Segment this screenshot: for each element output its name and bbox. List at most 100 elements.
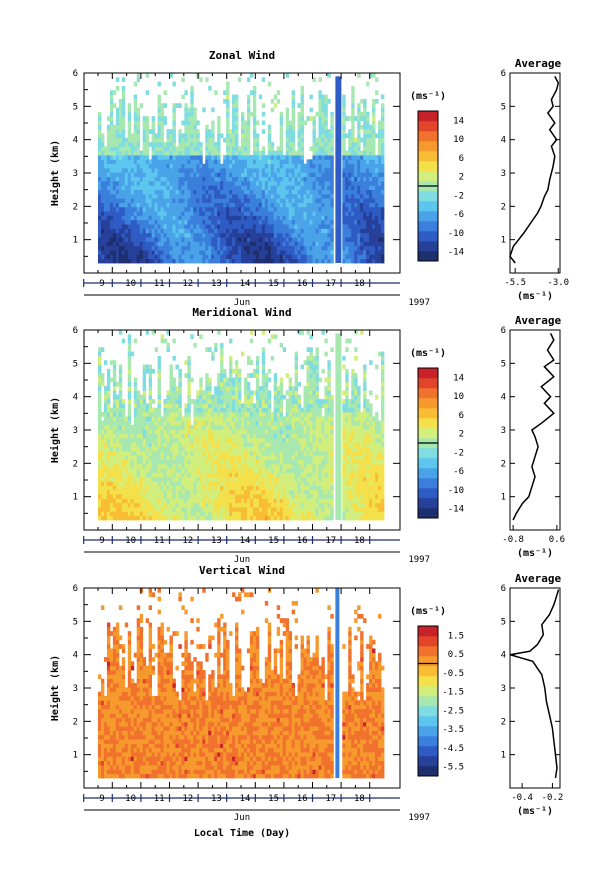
heatmap-cell: [261, 206, 266, 212]
heatmap-cell: [318, 137, 322, 143]
heatmap-cell: [345, 189, 349, 195]
heatmap-cell: [366, 129, 370, 134]
heatmap-cell: [241, 206, 245, 212]
heatmap-cell: [276, 189, 281, 195]
heatmap-cell: [267, 232, 272, 238]
heatmap-cell: [175, 224, 179, 229]
heatmap-cell: [267, 219, 272, 225]
heatmap-cell: [264, 215, 269, 221]
heatmap-cell: [187, 232, 191, 238]
heatmap-cell: [109, 189, 114, 195]
heatmap-cell: [202, 511, 206, 517]
heatmap-cell: [357, 245, 361, 251]
heatmap-cell: [202, 515, 206, 521]
heatmap-cell: [115, 412, 120, 417]
heatmap-cell: [136, 390, 141, 396]
heatmap-cell: [136, 168, 141, 173]
heatmap-cell: [255, 228, 260, 234]
heatmap-cell: [166, 437, 170, 443]
heatmap-cell: [238, 180, 242, 186]
heatmap-cell: [145, 150, 150, 156]
heatmap-cell: [169, 494, 173, 499]
heatmap-cell: [178, 425, 182, 430]
heatmap-cell: [217, 193, 221, 199]
heatmap-cell: [243, 476, 248, 482]
heatmap-cell: [330, 129, 334, 134]
heatmap-cell: [330, 176, 334, 182]
heatmap-cell: [381, 107, 385, 113]
heatmap-cell: [217, 146, 221, 152]
heatmap-cell: [348, 245, 352, 251]
heatmap-cell: [106, 202, 111, 208]
heatmap-cell: [282, 211, 287, 216]
heatmap-cell: [154, 228, 158, 234]
heatmap-cell: [235, 472, 239, 478]
heatmap-cell: [98, 373, 102, 378]
heatmap-cell: [345, 219, 349, 225]
heatmap-cell: [214, 146, 218, 152]
heatmap-cell: [157, 245, 161, 251]
heatmap-cell: [232, 468, 236, 473]
heatmap-cell: [232, 399, 236, 404]
heatmap-cell: [214, 193, 218, 199]
heatmap-cell: [270, 254, 275, 260]
heatmap-cell: [282, 202, 287, 208]
heatmap-cell: [273, 159, 278, 165]
heatmap-cell: [157, 146, 161, 152]
heatmap-cell: [133, 481, 138, 486]
heatmap-cell: [121, 176, 126, 182]
heatmap-cell: [217, 133, 221, 139]
heatmap-cell: [342, 142, 346, 147]
heatmap-cell: [291, 133, 296, 139]
heatmap-cell: [232, 485, 236, 491]
heatmap-cell: [184, 142, 188, 147]
heatmap-cell: [142, 150, 147, 156]
heatmap-cell: [217, 476, 221, 482]
heatmap-cell: [372, 254, 376, 260]
heatmap-cell: [375, 232, 379, 238]
heatmap-cell: [127, 433, 132, 439]
heatmap-cell: [187, 155, 191, 160]
heatmap-cell: [148, 502, 153, 508]
heatmap-cell: [241, 198, 245, 203]
heatmap-cell: [246, 150, 251, 156]
heatmap-cell: [118, 481, 123, 486]
heatmap-cell: [175, 498, 179, 504]
heatmap-cell: [157, 232, 161, 238]
heatmap-cell: [163, 185, 167, 190]
heatmap-cell: [127, 155, 132, 160]
heatmap-cell: [157, 142, 161, 147]
heatmap-cell: [217, 185, 221, 190]
heatmap-cell: [267, 241, 272, 247]
heatmap-cell: [181, 159, 185, 165]
heatmap-cell: [381, 142, 385, 147]
heatmap-cell: [160, 232, 164, 238]
heatmap-cell: [214, 425, 218, 430]
heatmap-cell: [249, 472, 254, 478]
heatmap-cell: [205, 429, 209, 435]
profile-x-unit: (ms⁻¹): [517, 291, 553, 302]
heatmap-cell: [238, 159, 242, 165]
heatmap-cell: [330, 137, 334, 143]
heatmap-cell: [255, 180, 260, 186]
heatmap-cell: [235, 455, 239, 460]
heatmap-cell: [199, 429, 203, 435]
heatmap-cell: [220, 241, 224, 247]
heatmap-cell: [157, 476, 161, 482]
heatmap-cell: [211, 232, 215, 238]
heatmap-cell: [199, 420, 203, 426]
heatmap-cell: [148, 180, 153, 186]
heatmap-cell: [112, 180, 117, 186]
heatmap-cell: [145, 450, 150, 456]
heatmap-cell: [157, 437, 161, 443]
heatmap-cell: [285, 137, 290, 143]
heatmap-cell: [202, 507, 206, 512]
heatmap-cell: [300, 146, 304, 152]
heatmap-cell: [139, 198, 144, 203]
heatmap-cell: [118, 180, 123, 186]
heatmap-cell: [175, 472, 179, 478]
heatmap-cell: [157, 360, 161, 365]
heatmap-cell: [172, 172, 176, 178]
heatmap-cell: [109, 254, 114, 260]
heatmap-cell: [235, 98, 239, 104]
